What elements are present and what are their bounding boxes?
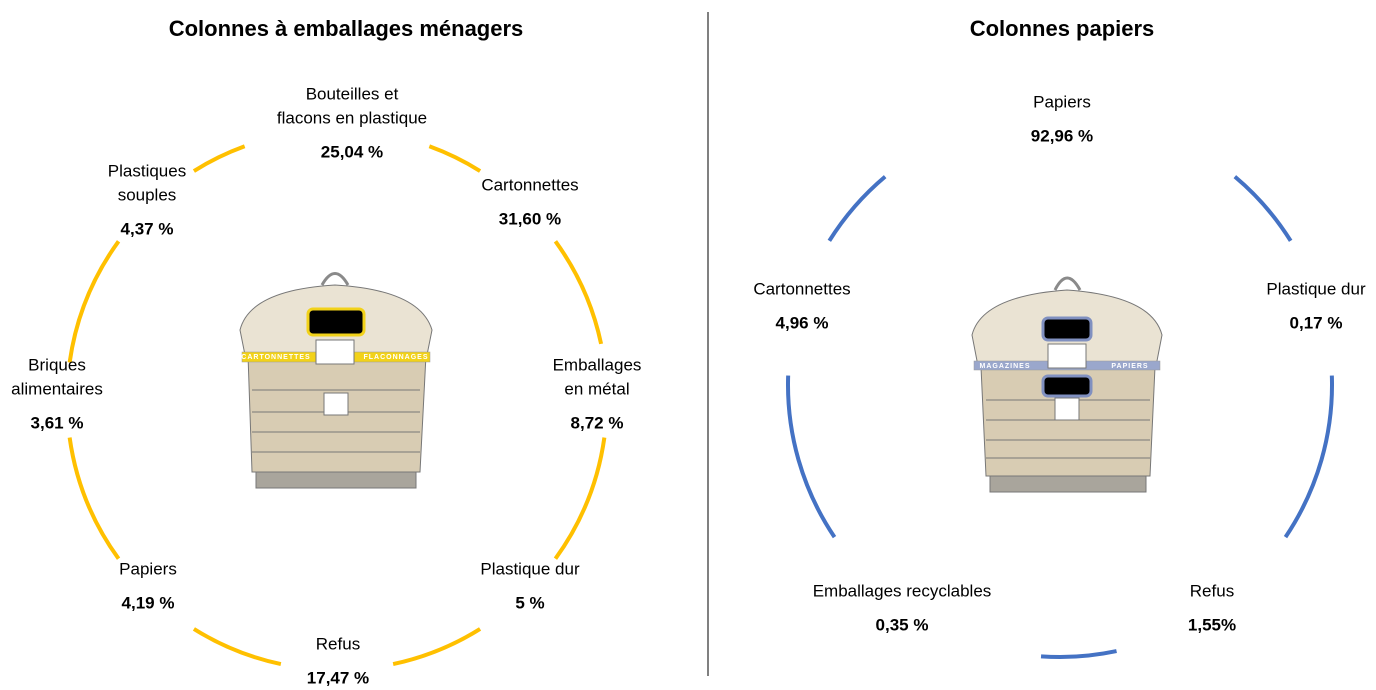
item-label: Refus [316,634,360,653]
item-value: 4,96 % [776,313,829,332]
item-label: Plastiques [108,161,186,180]
item-label: souples [118,185,177,204]
ring-arc [192,627,282,667]
panel-title: Colonnes papiers [970,16,1155,41]
bin-label: CARTONNETTES [241,354,310,361]
panel-title: Colonnes à emballages ménagers [169,16,524,41]
ring-arc [553,240,604,345]
item-label: Bouteilles et [306,84,399,103]
item-label: Emballages recyclables [813,581,992,600]
bin-label: FLACONNAGES [363,354,428,361]
item-label: Papiers [1033,92,1091,111]
item-label: alimentaires [11,379,103,398]
item-value: 1,55% [1188,615,1236,634]
item-label: Briques [28,355,86,374]
item-value: 4,37 % [121,219,174,238]
item-label: en métal [564,379,629,398]
item-value: 92,96 % [1031,126,1093,145]
container-bin: CARTONNETTES FLACONNAGES [239,272,433,489]
item-label: Emballages [553,355,642,374]
ring-arc [392,627,482,667]
ring-arc [67,240,121,363]
ring-arc [1233,175,1293,242]
container-bin: MAGAZINES PAPIERS [971,276,1163,493]
item-label: Cartonnettes [481,175,578,194]
item-value: 17,47 % [307,668,369,687]
ring-arc [428,144,482,173]
item-value: 5 % [515,593,544,612]
item-label: flacons en plastique [277,108,427,127]
item-value: 8,72 % [571,413,624,432]
ring-arc [192,144,246,173]
item-label: Papiers [119,559,177,578]
ring-arc [553,437,607,560]
item-value: 25,04 % [321,142,383,161]
ring-arc [67,437,121,560]
item-value: 31,60 % [499,209,561,228]
item-label: Plastique dur [480,559,580,578]
item-label: Plastique dur [1266,279,1366,298]
ring-arc [827,175,887,242]
item-value: 3,61 % [31,413,84,432]
ring-arc [1283,375,1334,539]
bin-label: MAGAZINES [980,363,1031,370]
item-value: 0,35 % [876,615,929,634]
bin-label: PAPIERS [1111,363,1148,370]
item-label: Cartonnettes [753,279,850,298]
item-value: 4,19 % [122,593,175,612]
item-label: Refus [1190,581,1234,600]
item-value: 0,17 % [1290,313,1343,332]
ring-arc [1040,649,1117,659]
ring-arc [786,375,837,539]
